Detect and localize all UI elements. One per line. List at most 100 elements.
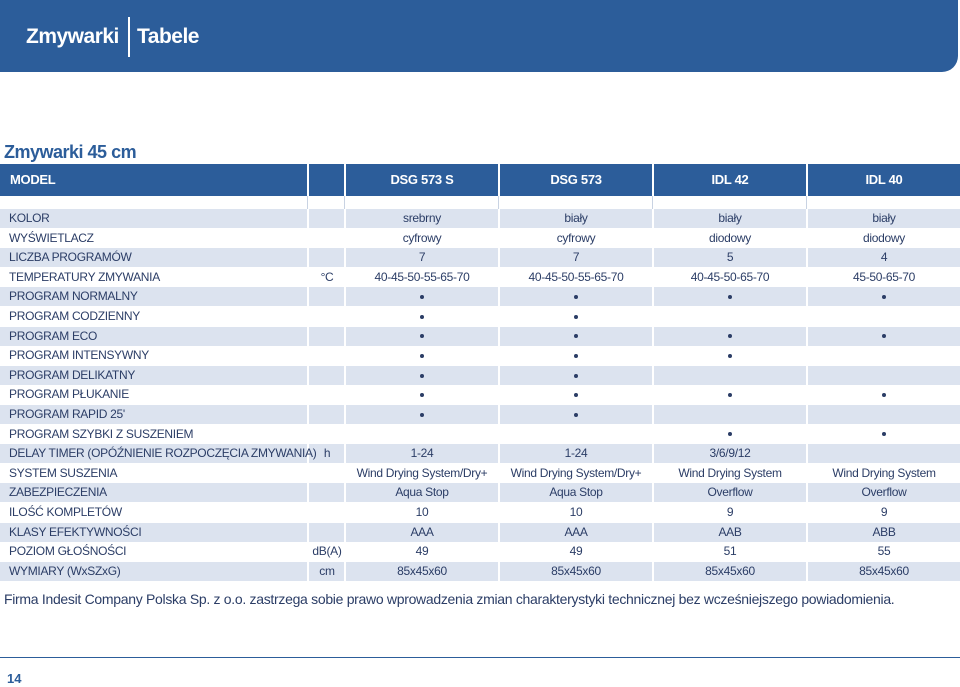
- table-cell: [654, 366, 806, 385]
- table-row: PROGRAM NORMALNY: [0, 287, 960, 307]
- table-cell: 40-45-50-55-65-70: [374, 269, 470, 284]
- row-background: [654, 522, 806, 542]
- row-background: [0, 405, 307, 424]
- row-background: [346, 209, 498, 228]
- row-label: PROGRAM PŁUKANIE: [9, 387, 129, 402]
- row-background: [654, 483, 806, 503]
- bullet-icon: [420, 314, 424, 319]
- row-background: [500, 561, 652, 581]
- table-cell: Wind Drying System/Dry+: [510, 465, 642, 480]
- row-background: [309, 365, 344, 385]
- feature-dot: [500, 366, 652, 385]
- bullet-icon: [574, 373, 578, 378]
- table-cell: 85x45x60: [859, 563, 909, 578]
- feature-dot: [654, 346, 806, 365]
- row-unit: [309, 248, 345, 267]
- row-background: [309, 405, 344, 424]
- feature-dot: [500, 346, 652, 365]
- row-background: [309, 522, 344, 542]
- table-cell: 9: [726, 505, 734, 519]
- table-cell: cyfrowy: [402, 230, 442, 245]
- row-background: [500, 209, 652, 228]
- row-unit: [309, 366, 345, 385]
- row-background: [500, 248, 652, 268]
- table-cell: [808, 346, 960, 365]
- feature-dot: [346, 385, 498, 404]
- row-label: PROGRAM NORMALNY: [9, 289, 138, 304]
- column-separator: [652, 196, 653, 209]
- row-background: [654, 561, 806, 581]
- row-background: [500, 483, 652, 503]
- table-cell: ABB: [872, 524, 896, 539]
- row-unit: [309, 229, 345, 248]
- table-row: PROGRAM SZYBKI Z SUSZENIEM: [0, 425, 960, 444]
- table-cell: 7: [418, 250, 426, 265]
- row-label: PROGRAM ECO: [9, 328, 98, 343]
- row-unit: [309, 346, 345, 365]
- row-unit: [309, 503, 345, 522]
- table-cell: 55: [877, 544, 891, 559]
- row-unit: [309, 307, 345, 326]
- table-cell: biały: [872, 211, 896, 225]
- table-cell: Overflow: [861, 485, 907, 500]
- feature-dot: [808, 327, 960, 346]
- page-number: 14: [7, 671, 22, 686]
- table-cell: 10: [415, 505, 429, 519]
- table-cell: diodowy: [709, 230, 751, 245]
- table-cell: biały: [564, 211, 588, 225]
- table-cell: 49: [569, 544, 583, 559]
- table-cell: biały: [718, 211, 742, 225]
- row-background: [808, 209, 960, 228]
- column-header-label: MODEL: [10, 172, 56, 187]
- feature-dot: [500, 385, 652, 404]
- row-label: PROGRAM CODZIENNY: [9, 309, 140, 323]
- row-unit: [309, 405, 345, 424]
- row-background: [500, 522, 652, 542]
- row-background: [0, 287, 307, 307]
- row-background: [346, 248, 498, 268]
- row-label: LICZBA PROGRAMÓW: [9, 250, 132, 265]
- row-background: [309, 483, 344, 503]
- row-label: POZIOM GŁOŚNOŚCI: [9, 544, 127, 559]
- bullet-icon: [728, 295, 732, 300]
- table-cell: srebrny: [403, 211, 441, 225]
- feature-dot: [654, 385, 806, 404]
- row-label: WYŚWIETLACZ: [9, 230, 94, 245]
- row-label: PROGRAM INTENSYWNY: [9, 348, 149, 363]
- row-background: [808, 248, 960, 268]
- table-cell: Aqua Stop: [395, 485, 449, 500]
- table-cell: 51: [723, 544, 737, 559]
- header-title-left: Zmywarki: [26, 25, 119, 48]
- row-background: [346, 561, 498, 581]
- table-cell: 45-50-65-70: [852, 269, 916, 284]
- row-background: [309, 444, 344, 464]
- feature-dot: [654, 425, 806, 444]
- row-background: [0, 365, 307, 385]
- row-unit: [309, 483, 345, 502]
- bullet-icon: [728, 354, 732, 359]
- row-background: [0, 483, 307, 503]
- row-label: PROGRAM DELIKATNY: [9, 367, 136, 382]
- feature-dot: [808, 287, 960, 306]
- column-header-model-1: DSG 573 S: [346, 164, 498, 196]
- table-cell: AAB: [718, 524, 742, 539]
- row-background: [0, 326, 307, 346]
- feature-dot: [808, 425, 960, 444]
- bullet-icon: [574, 295, 578, 300]
- row-label: WYMIARY (WxSZxG): [9, 563, 121, 578]
- row-background: [0, 209, 307, 228]
- row-background: [808, 483, 960, 503]
- row-background: [309, 287, 344, 307]
- header-banner: Zmywarki Tabele: [0, 0, 958, 72]
- bullet-icon: [728, 334, 732, 339]
- table-cell: Wind Drying System: [678, 465, 782, 480]
- bullet-icon: [574, 354, 578, 359]
- bullet-icon: [882, 393, 886, 398]
- row-label: ILOŚĆ KOMPLETÓW: [9, 505, 122, 519]
- table-cell: 3/6/9/12: [709, 446, 751, 461]
- bullet-icon: [420, 334, 424, 339]
- table-cell: [654, 307, 806, 326]
- header-divider: [128, 17, 130, 57]
- feature-dot: [346, 346, 498, 365]
- table-cell: 49: [415, 544, 429, 559]
